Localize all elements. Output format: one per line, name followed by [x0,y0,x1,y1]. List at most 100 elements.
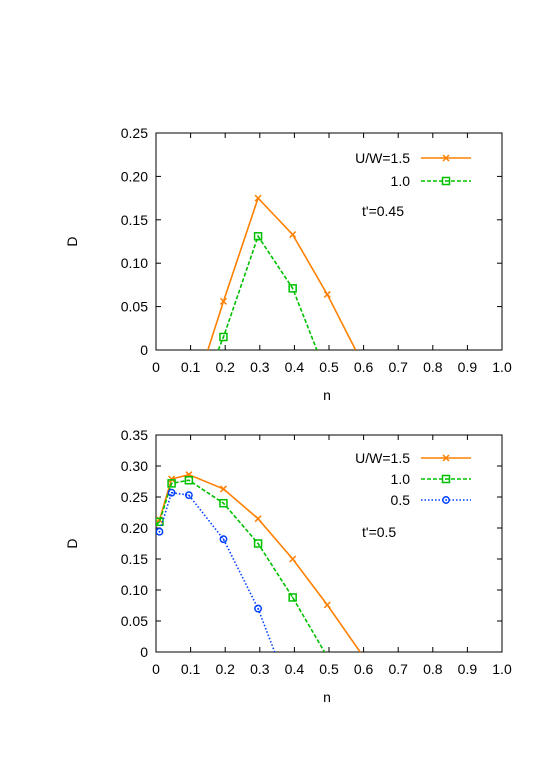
x-tick-label: 0.1 [181,359,201,375]
plot-frame [155,434,503,653]
legend-label: U/W=1.5 [355,150,410,166]
data-point [288,593,297,602]
data-point-center [257,607,259,610]
data-point [184,491,193,500]
y-tick-label: 0.15 [121,212,148,228]
x-tick-label: 0.9 [458,359,478,375]
y-tick-label: 0.05 [121,299,148,315]
legend-marker [441,176,451,186]
series-line-1 [156,473,361,652]
x-tick-label: 0.2 [215,661,235,677]
x-tick-label: 0.5 [319,359,339,375]
x-tick-label: 0.4 [285,661,305,677]
y-tick-label: 0.20 [121,520,148,536]
chart-panel-2: 0 0.1 0.2 0.3 0.4 0.5 0.6 0.7 0.8 0.9 1.0 0 0.05 0.10… [64,427,512,705]
x-tick-label: 0 [152,661,160,677]
data-point-center [257,542,259,545]
series-group [156,471,361,652]
data-point-center [158,521,161,523]
y-tick-label: 0 [140,342,148,358]
data-point-center [291,558,294,560]
plot-frame [155,132,503,351]
x-tick-label: 1.0 [492,359,512,375]
x-tick-label: 0.7 [388,661,408,677]
x-tick-label: 0 [152,359,160,375]
data-point [219,332,228,342]
data-point [167,488,176,497]
series-group [207,194,357,350]
data-point-center [326,604,329,606]
data-point-center [222,488,225,490]
data-point [184,476,194,485]
data-point-center [222,538,225,540]
y-tick-label: 0 [140,644,148,660]
legend-label: 0.5 [391,492,411,508]
chart-panel-1: 0 0.1 0.2 0.3 0.4 0.5 0.6 0.7 0.8 0.9 1.0 0 0.05 0.10… [64,125,512,403]
data-point-center [291,233,294,236]
x-tick-label: 0.8 [423,359,443,375]
y-tick-label: 0.20 [121,168,148,184]
x-tick-label: 0.9 [458,661,478,677]
x-tick-label: 1.0 [492,661,512,677]
data-point [156,527,164,536]
series-line-2 [217,234,318,350]
data-point [219,498,228,508]
y-axis-label: D [64,236,80,246]
data-point-center [188,473,190,476]
data-point-center [257,235,259,238]
x-axis-label: n [323,689,331,705]
legend-label: 1.0 [391,471,411,487]
x-axis-label: n [323,387,331,403]
data-point [219,535,228,544]
y-tick-label: 0.25 [121,489,148,505]
legend-marker-center [445,157,447,159]
x-tick-label: 0.1 [181,661,201,677]
y-tick-label: 0.30 [121,458,148,474]
data-point-center [257,517,259,520]
data-point-center [326,293,329,296]
legend-marker-center [445,499,447,501]
x-tick-label: 0.3 [250,359,270,375]
data-point-center [291,287,294,290]
legend-marker-center [445,457,447,459]
legend-marker [442,496,450,504]
x-tick-label: 0.6 [354,661,374,677]
data-point-center [291,596,294,599]
y-tick-label: 0.15 [121,551,148,567]
data-point [253,232,263,241]
data-point-center [188,494,190,496]
data-point [253,539,263,548]
y-tick-label: 0.35 [121,427,148,443]
legend-marker [441,474,451,484]
y-axis-label: D [64,538,80,548]
x-tick-label: 0.7 [388,359,408,375]
data-point [288,284,297,293]
y-tick-label: 0.10 [121,582,148,598]
data-point-center [170,491,173,494]
data-point-center [257,197,259,199]
series-line-2 [156,479,326,652]
data-point-center [158,530,161,533]
data-point-center [222,300,225,303]
x-tick-label: 0.6 [354,359,374,375]
x-tick-label: 0.4 [285,359,305,375]
legend-marker-center [445,180,447,182]
annotation: t'=0.5 [362,524,396,540]
data-point-center [222,502,225,505]
data-point-center [188,479,190,482]
data-point-center [222,336,225,338]
series-line-1 [207,196,357,350]
y-tick-label: 0.05 [121,613,148,629]
data-point [254,604,263,613]
data-point [167,479,176,488]
annotation: t'=0.45 [362,203,404,219]
x-tick-label: 0.5 [319,661,339,677]
x-tick-label: 0.2 [215,359,235,375]
y-tick-label: 0.10 [121,255,148,271]
data-point-center [170,482,173,485]
legend-label: 1.0 [391,173,411,189]
legend-label: U/W=1.5 [355,450,410,466]
legend-marker-center [445,478,447,480]
x-tick-label: 0.3 [250,661,270,677]
